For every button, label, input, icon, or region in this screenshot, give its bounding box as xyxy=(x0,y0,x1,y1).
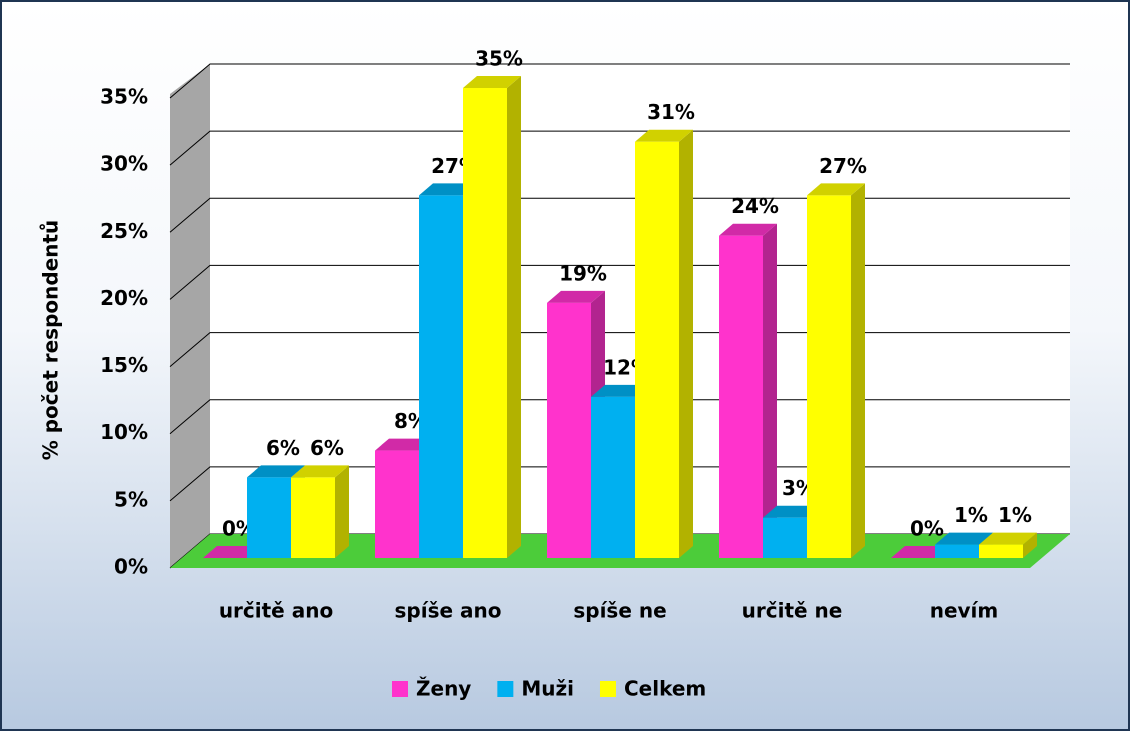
bar-side xyxy=(507,76,521,558)
bar xyxy=(375,450,419,558)
legend-swatch xyxy=(392,681,408,697)
data-label: 1% xyxy=(998,503,1032,527)
legend-swatch xyxy=(497,681,514,697)
grid-line xyxy=(169,264,1070,300)
bar xyxy=(635,141,679,558)
bar-top xyxy=(203,546,261,558)
y-tick-label: 15% xyxy=(100,353,148,377)
bar-top xyxy=(463,76,521,88)
bar xyxy=(979,544,1023,558)
grid-line xyxy=(169,399,1070,435)
y-tick-label: 25% xyxy=(100,219,148,243)
x-tick-label: nevím xyxy=(930,599,999,623)
grid-line xyxy=(169,466,1070,502)
data-label: 0% xyxy=(910,517,944,541)
legend-swatch xyxy=(599,681,616,697)
data-label: 6% xyxy=(310,436,344,460)
bar-top xyxy=(247,465,305,478)
x-tick-label: určitě ne xyxy=(742,599,843,623)
bar xyxy=(935,544,979,558)
grid-line xyxy=(169,332,1070,367)
bar-top xyxy=(807,183,865,196)
legend-label: Celkem xyxy=(624,677,706,701)
y-tick-label: 10% xyxy=(100,420,148,444)
bar-top xyxy=(891,546,949,558)
bar-top xyxy=(291,465,349,478)
bar xyxy=(807,195,851,558)
bar-top xyxy=(375,438,433,451)
data-label: 31% xyxy=(647,100,695,124)
bar-side xyxy=(851,183,865,558)
data-label: 6% xyxy=(266,436,300,460)
bar xyxy=(463,88,507,558)
bar-top xyxy=(419,183,477,196)
bar-top xyxy=(935,532,993,545)
side-wall xyxy=(170,64,210,568)
y-tick-label: 20% xyxy=(100,286,148,310)
data-label: 27% xyxy=(819,154,867,178)
grid-line xyxy=(169,130,1070,166)
y-tick-label: 35% xyxy=(100,85,148,109)
y-axis-title: % počet respondentů xyxy=(39,220,63,461)
bar xyxy=(419,195,463,558)
bar-top xyxy=(719,223,777,236)
data-label: 24% xyxy=(731,194,779,218)
data-label: 1% xyxy=(954,503,988,527)
bar-side xyxy=(335,465,349,558)
bar-top xyxy=(979,532,1037,545)
x-tick-label: spíše ano xyxy=(395,599,502,623)
data-label: 19% xyxy=(559,261,607,285)
x-tick-label: spíše ne xyxy=(573,599,666,623)
bar xyxy=(763,517,807,558)
bar-side xyxy=(1023,532,1037,558)
bar-top xyxy=(635,129,693,142)
y-tick-label: 0% xyxy=(114,555,148,579)
bar xyxy=(291,477,335,558)
x-tick-label: určitě ano xyxy=(219,599,333,623)
bar-top xyxy=(591,384,649,397)
y-tick-label: 30% xyxy=(100,152,148,176)
bar-side xyxy=(679,129,693,558)
legend-label: Muži xyxy=(521,677,574,701)
data-label: 35% xyxy=(475,47,523,71)
grid-line xyxy=(169,197,1070,233)
legend-label: Ženy xyxy=(416,677,471,701)
y-tick-label: 5% xyxy=(114,487,148,511)
bar-top xyxy=(547,290,605,303)
bar xyxy=(547,302,591,558)
bar xyxy=(719,235,763,558)
grid-line xyxy=(169,63,1070,99)
bar xyxy=(247,477,291,558)
bar-side xyxy=(763,223,777,558)
bar xyxy=(591,396,635,558)
bar-top xyxy=(763,505,821,518)
